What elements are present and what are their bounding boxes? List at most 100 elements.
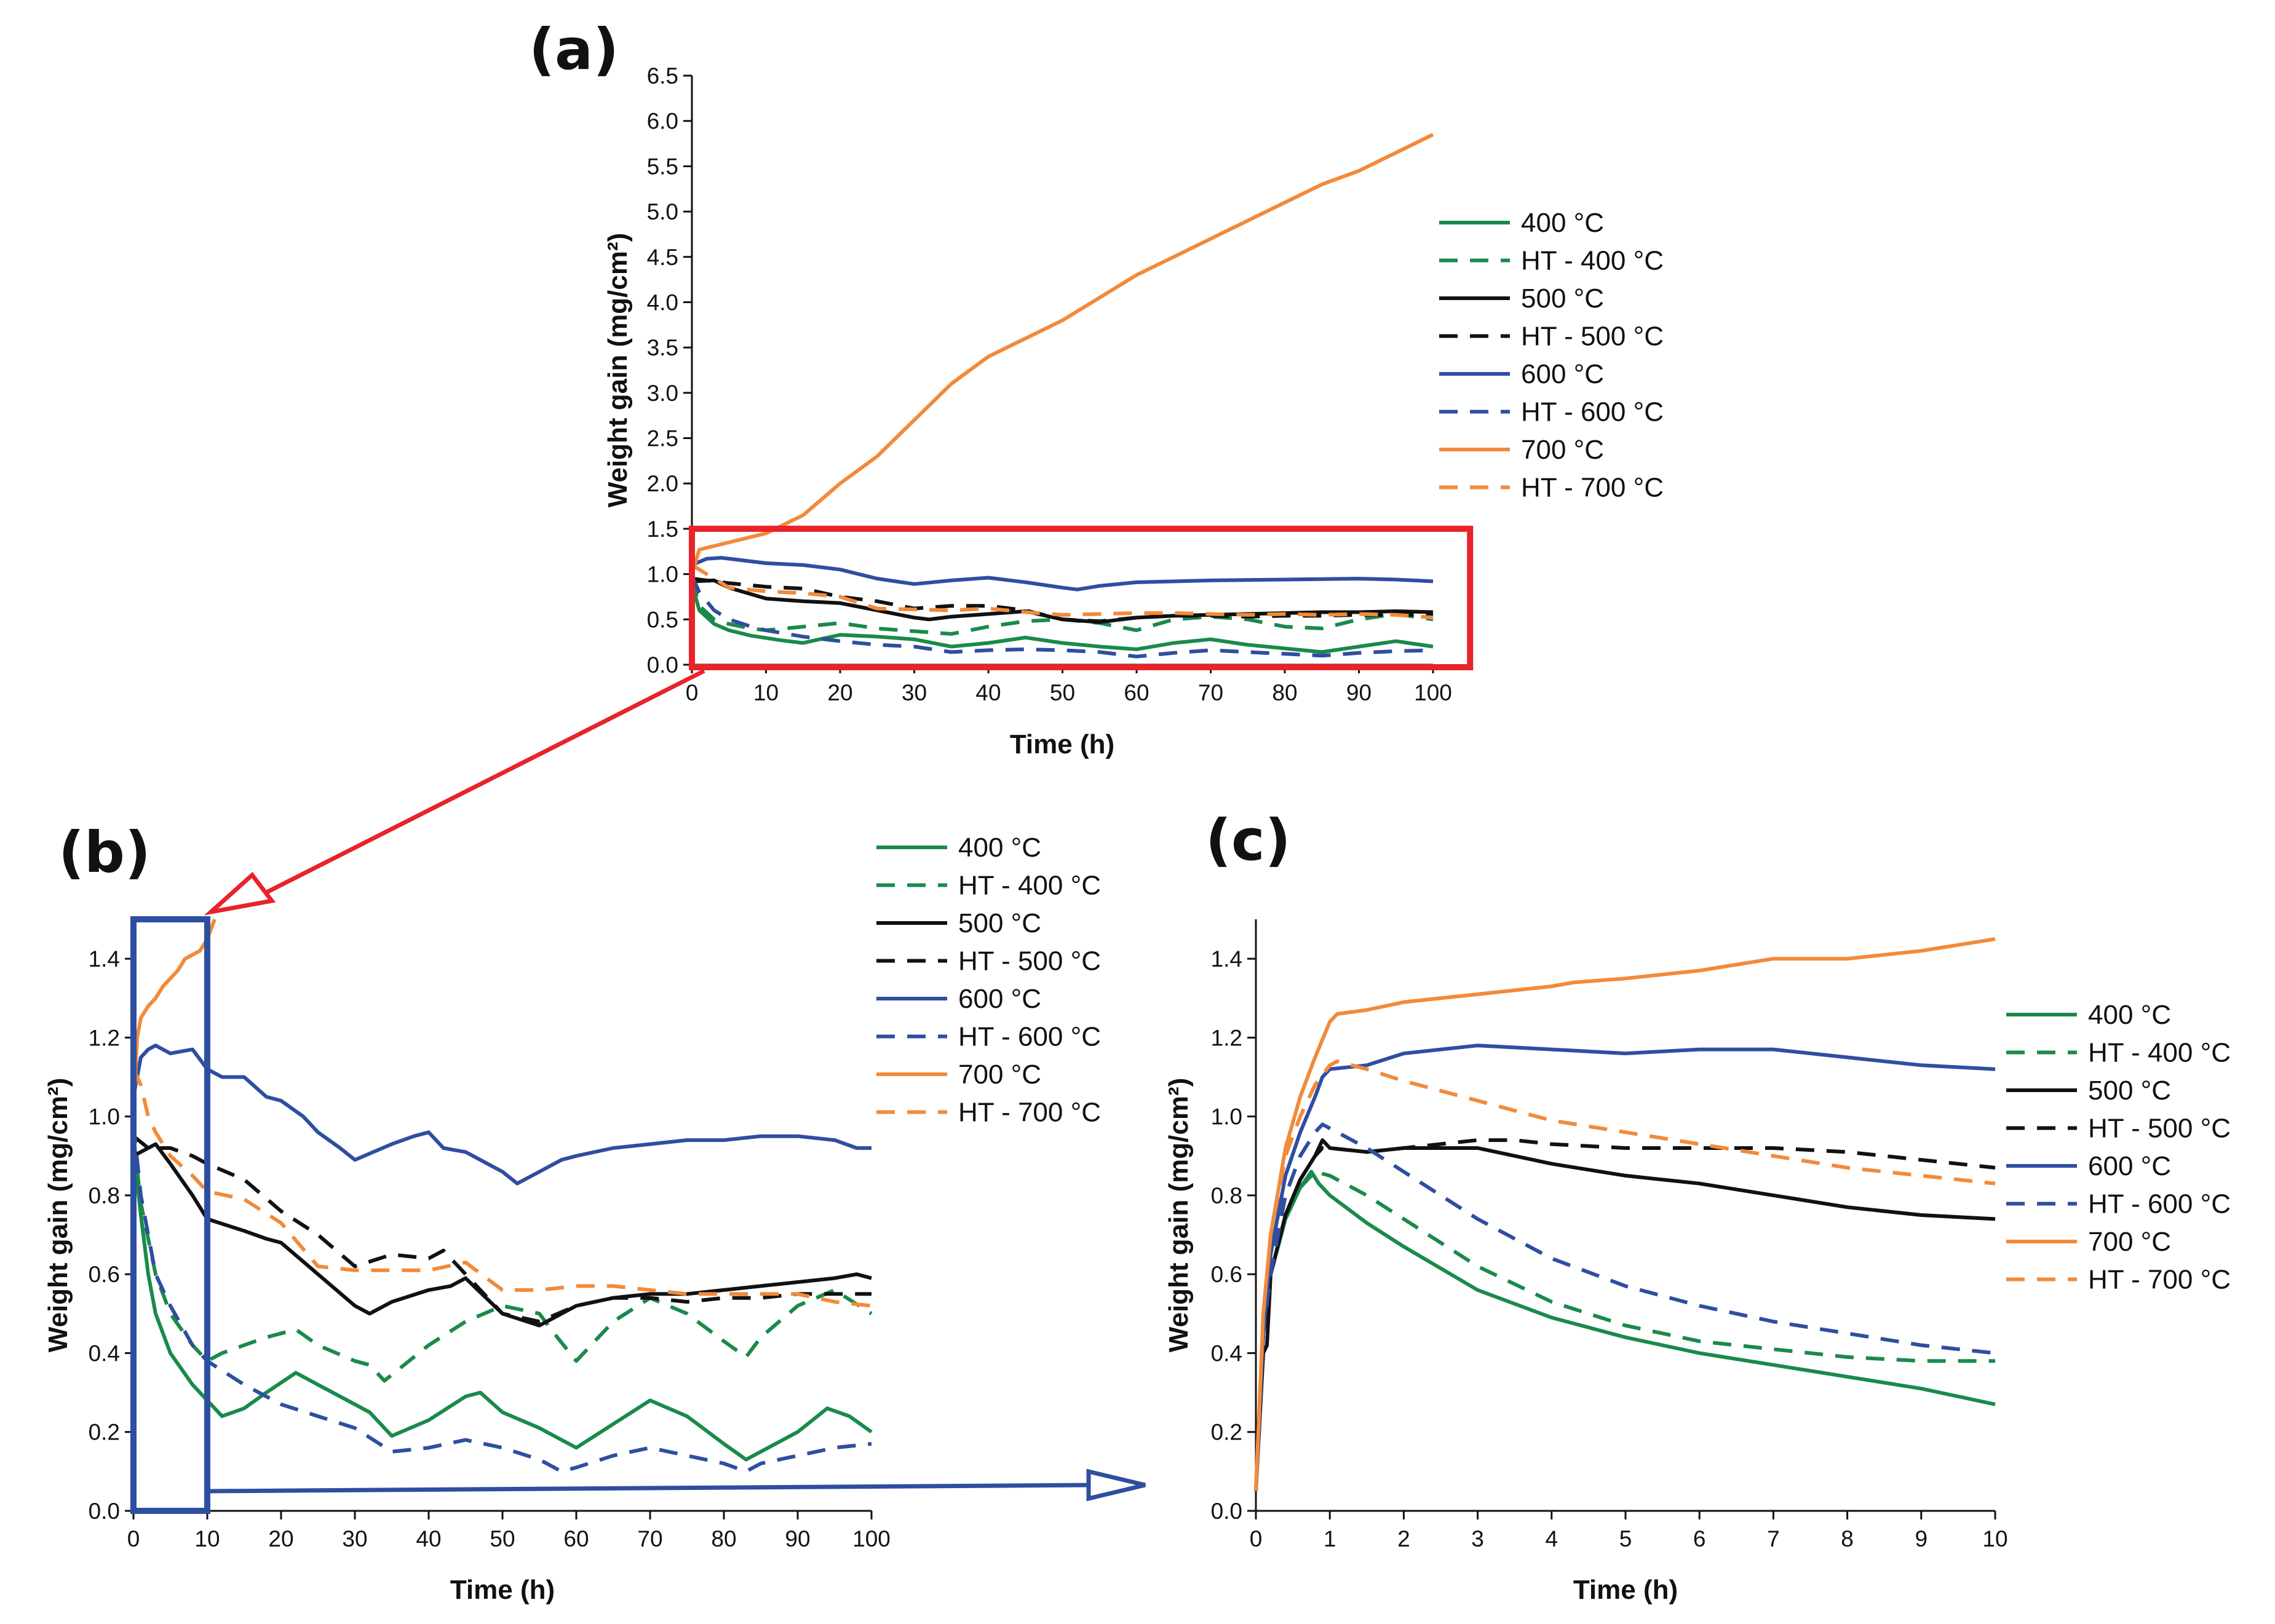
y-tick-label: 0.4 — [89, 1341, 120, 1366]
legend-label: 600 °C — [2088, 1151, 2171, 1181]
series-line-ht-700-c — [1254, 1059, 1996, 1492]
panel-a-axes: 0 10 20 30 40 50 60 70 80 90 100 0.0 0.5 1.0 1.5 2.0 2.5… — [647, 63, 1452, 705]
y-tick-label: 3.0 — [647, 381, 678, 406]
panel-b-ylabel: Weight gain (mg/cm²) — [43, 1078, 73, 1353]
x-tick-label: 90 — [1346, 680, 1372, 705]
zoom-annotations — [130, 525, 1474, 1514]
y-tick-label: 6.5 — [647, 63, 678, 89]
x-tick-label: 6 — [1693, 1526, 1706, 1551]
panel-a-series — [690, 133, 1434, 659]
zoom-arrow-red — [245, 668, 705, 905]
x-tick-label: 10 — [753, 680, 779, 705]
series-line-ht-400-c — [690, 578, 1434, 636]
y-tick-label: 4.0 — [647, 290, 678, 315]
panel-c-label: (c) — [1205, 807, 1291, 873]
series-line-700-c — [1254, 937, 1996, 1492]
series-line-700-c — [132, 918, 216, 1117]
panel-c-ylabel: Weight gain (mg/cm²) — [1164, 1078, 1194, 1353]
legend-label: 400 °C — [958, 833, 1041, 863]
x-tick-label: 7 — [1767, 1526, 1780, 1551]
series-line-400-c — [132, 1147, 873, 1462]
x-tick-label: 10 — [1982, 1526, 2007, 1551]
y-tick-label: 2.0 — [647, 471, 678, 496]
x-tick-label: 40 — [416, 1526, 441, 1551]
panel-b-xlabel: Time (h) — [450, 1575, 555, 1605]
x-tick-label: 4 — [1546, 1526, 1558, 1551]
x-tick-label: 100 — [852, 1526, 891, 1551]
legend-label: 700 °C — [1521, 435, 1604, 465]
legend-label: 400 °C — [1521, 208, 1604, 238]
legend-label: HT - 700 °C — [2088, 1265, 2231, 1295]
y-tick-label: 0.6 — [89, 1262, 120, 1287]
x-tick-label: 20 — [268, 1526, 293, 1551]
series-line-500-c — [132, 1142, 872, 1328]
panel-c-series — [1254, 937, 1996, 1492]
y-tick-label: 1.2 — [1211, 1025, 1242, 1050]
legend-label: HT - 600 °C — [1521, 397, 1664, 427]
panel-a-label: (a) — [529, 17, 619, 82]
legend-label: HT - 500 °C — [2088, 1114, 2231, 1144]
x-tick-label: 30 — [902, 680, 927, 705]
panel-a-ylabel: Weight gain (mg/cm²) — [603, 233, 633, 508]
series-line-600-c — [1254, 1044, 1996, 1492]
x-tick-label: 40 — [975, 680, 1001, 705]
legend-label: HT - 600 °C — [958, 1022, 1101, 1052]
x-tick-label: 0 — [686, 680, 699, 705]
x-tick-label: 80 — [711, 1526, 736, 1551]
legend-label: 500 °C — [958, 908, 1041, 938]
panel-c-axes: 0 1 2 3 4 5 6 7 8 9 10 0.0 0.2 0.4 0.6 0.8 1.0 1.2 1.4 — [1211, 919, 2008, 1551]
series-line-ht-700-c — [132, 1068, 872, 1308]
y-tick-label: 0.0 — [647, 652, 678, 678]
x-tick-label: 0 — [1250, 1526, 1263, 1551]
y-tick-label: 1.0 — [1211, 1104, 1242, 1130]
panel-a: (a) 0 10 20 30 40 50 60 70 80 90 100 0.0 0.5 1.0 1.5 2.… — [529, 17, 1664, 759]
y-tick-label: 1.5 — [647, 517, 678, 542]
x-tick-label: 90 — [785, 1526, 810, 1551]
legend-label: HT - 600 °C — [2088, 1189, 2231, 1219]
x-tick-label: 30 — [342, 1526, 367, 1551]
panel-b-legend: 400 °C HT - 400 °C 500 °C HT - 500 °C 600 °C… — [876, 833, 1101, 1128]
panel-a-xlabel: Time (h) — [1010, 729, 1114, 759]
x-tick-label: 50 — [490, 1526, 515, 1551]
panel-a-legend: 400 °C HT - 400 °C 500 °C HT - 500 °C 600 °C… — [1439, 208, 1664, 503]
x-tick-label: 5 — [1619, 1526, 1632, 1551]
series-line-ht-400-c — [1254, 1170, 1995, 1492]
series-line-600-c — [132, 1044, 871, 1186]
x-tick-label: 1 — [1324, 1526, 1336, 1551]
y-tick-label: 3.5 — [647, 335, 678, 360]
x-tick-label: 0 — [127, 1526, 140, 1551]
legend-label: HT - 400 °C — [958, 871, 1101, 901]
y-tick-label: 0.2 — [1211, 1420, 1242, 1445]
legend-label: 500 °C — [1521, 283, 1604, 314]
panel-c: (c) 0 1 2 3 4 5 6 7 8 9 10 0.0 0.2 0.4 0.6 0.8 1.0 1.2 1.4… — [1164, 807, 2231, 1605]
series-line-ht-600-c — [690, 575, 1434, 659]
legend-label: 400 °C — [2088, 1000, 2171, 1030]
y-tick-label: 0.0 — [1211, 1499, 1242, 1524]
y-tick-label: 5.0 — [647, 199, 678, 224]
y-tick-label: 2.5 — [647, 426, 678, 451]
y-tick-label: 1.0 — [89, 1104, 120, 1130]
legend-label: 500 °C — [2088, 1075, 2171, 1106]
panel-c-xlabel: Time (h) — [1573, 1575, 1678, 1605]
series-line-700-c — [690, 133, 1434, 575]
legend-label: 700 °C — [958, 1060, 1041, 1090]
y-tick-label: 4.5 — [647, 245, 678, 270]
legend-label: HT - 700 °C — [958, 1098, 1101, 1128]
series-line-ht-600-c — [1254, 1122, 1996, 1492]
y-tick-label: 0.2 — [89, 1420, 120, 1445]
x-tick-label: 70 — [637, 1526, 662, 1551]
x-tick-label: 100 — [1414, 680, 1452, 705]
x-tick-label: 80 — [1272, 680, 1297, 705]
y-tick-label: 0.6 — [1211, 1262, 1242, 1287]
zoom-arrowhead-red — [204, 871, 276, 916]
panel-c-legend: 400 °C HT - 400 °C 500 °C HT - 500 °C 600 °C… — [2006, 1000, 2231, 1295]
y-tick-label: 0.8 — [1211, 1183, 1242, 1208]
x-tick-label: 60 — [563, 1526, 589, 1551]
panel-b-series — [132, 918, 873, 1473]
x-tick-label: 70 — [1198, 680, 1223, 705]
series-line-ht-500-c — [1254, 1138, 1996, 1492]
x-tick-label: 2 — [1397, 1526, 1410, 1551]
x-tick-label: 10 — [194, 1526, 220, 1551]
